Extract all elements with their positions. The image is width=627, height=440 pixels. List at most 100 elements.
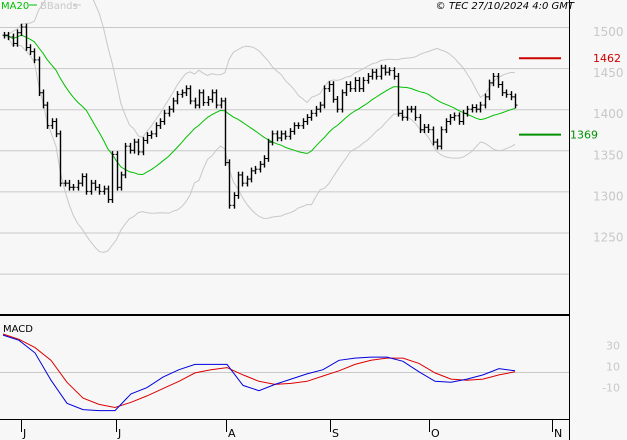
price-bar [266, 138, 271, 162]
price-bar [136, 138, 141, 156]
price-bar [80, 173, 85, 187]
macd-panel: 30 10 -10 [0, 333, 620, 412]
price-bar [327, 81, 332, 92]
price-bar [132, 138, 137, 154]
price-bar [197, 89, 202, 109]
price-bar [418, 114, 423, 134]
price-bar [340, 89, 345, 113]
legend-ma20: MA20 [1, 1, 29, 12]
price-bar [236, 171, 241, 199]
price-bar [41, 89, 46, 109]
price-bar [487, 79, 492, 101]
price-bar [409, 105, 414, 113]
price-bar [45, 101, 50, 129]
price-tick-label: 1500 [593, 25, 624, 39]
price-bar [180, 89, 185, 98]
price-bar [219, 97, 224, 109]
price-bar [232, 192, 237, 209]
month-label: J [117, 427, 121, 440]
price-bar [54, 118, 59, 138]
price-bar [123, 142, 128, 179]
price-bar [444, 118, 449, 134]
month-label: J [22, 427, 26, 440]
price-bar [431, 126, 436, 146]
price-bar [366, 73, 371, 84]
price-bar [435, 138, 440, 150]
price-bar [128, 142, 133, 154]
month-label: N [554, 427, 562, 440]
price-bar [2, 31, 7, 39]
price-bar [504, 89, 509, 98]
price-bar [483, 93, 488, 109]
price-bar [426, 123, 431, 134]
price-bars [2, 23, 518, 209]
price-bar [249, 167, 254, 183]
price-bar [201, 89, 206, 106]
price-bar [452, 112, 457, 121]
price-bar [206, 96, 211, 106]
price-bar [240, 171, 245, 187]
price-bar [309, 110, 314, 121]
price-bar [296, 122, 301, 129]
bband-upper [3, 0, 516, 138]
price-bar [396, 73, 401, 117]
price-bar [413, 105, 418, 121]
month-label: A [228, 427, 236, 440]
level-label: 1369 [570, 129, 598, 142]
price-bar [145, 132, 150, 144]
price-bar [422, 123, 427, 134]
price-bar [448, 114, 453, 125]
price-bar [63, 179, 68, 187]
price-bar [344, 81, 349, 97]
price-bar [171, 97, 176, 113]
price-bar [58, 130, 63, 187]
price-bar [279, 130, 284, 142]
price-bar [318, 101, 323, 113]
price-bar [89, 179, 94, 195]
price-bar [331, 81, 336, 103]
price-bar [465, 105, 470, 117]
price-bar [301, 118, 306, 129]
price-bar [288, 128, 293, 140]
price-bar [162, 110, 167, 125]
price-bar [335, 96, 340, 113]
macd-tick-label: 10 [606, 361, 620, 374]
price-bar [19, 23, 24, 37]
price-bar [305, 114, 310, 125]
price-bar [37, 56, 42, 97]
price-bar [283, 130, 288, 140]
price-levels: 1462 1369 [519, 52, 621, 142]
legend-bbands: BBands [40, 1, 78, 12]
price-bar [292, 122, 297, 135]
copyright: © TEC 27/10/2024 4:0 GMT [436, 1, 575, 12]
price-bar [93, 179, 98, 191]
price-bar [387, 67, 392, 76]
price-bar [84, 173, 89, 195]
price-bar [184, 85, 189, 97]
price-bar [141, 137, 146, 156]
price-bar [461, 110, 466, 125]
macd-tick-label: -10 [602, 382, 620, 395]
price-bar [392, 67, 397, 80]
month-label: S [332, 427, 339, 440]
macd-title: MACD [3, 324, 33, 335]
price-bar [253, 165, 258, 175]
price-bar [154, 122, 159, 138]
price-bar [188, 85, 193, 105]
price-tick-label: 1250 [593, 231, 624, 245]
price-bar [262, 155, 267, 168]
price-bar [400, 110, 405, 121]
price-bar [314, 105, 319, 117]
price-bar [167, 105, 172, 117]
price-bar [214, 89, 219, 109]
price-bar [348, 81, 353, 92]
price-bar [50, 118, 55, 129]
price-bar [357, 77, 362, 92]
price-bar [509, 91, 514, 101]
price-bar [374, 68, 379, 80]
price-bar [110, 151, 115, 203]
macd-signal-line [2, 333, 516, 409]
price-bar [119, 171, 124, 191]
price-bar [513, 93, 518, 109]
